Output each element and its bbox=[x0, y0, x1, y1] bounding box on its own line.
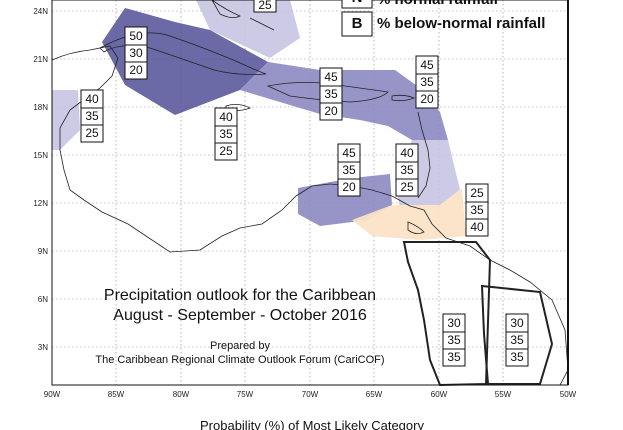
prob-box-hispaniola: 45 35 20 bbox=[319, 67, 343, 121]
legend-n-text: % normal rainfall bbox=[377, 0, 498, 8]
prob-value: 35 bbox=[324, 87, 338, 101]
region-suriname bbox=[480, 284, 554, 385]
prob-value: 30 bbox=[129, 46, 143, 60]
lon-label: 55W bbox=[495, 390, 512, 399]
prob-value: 45 bbox=[342, 146, 356, 160]
longitude-axis: 90W 85W 80W 75W 70W 65W 60W 55W 50W bbox=[44, 390, 577, 399]
prob-value: 40 bbox=[85, 92, 99, 106]
prob-box-bahamas: 25 bbox=[253, 0, 277, 13]
lat-label: 6N bbox=[38, 295, 48, 304]
prob-value: 30 bbox=[447, 316, 461, 330]
prob-value: 35 bbox=[342, 163, 356, 177]
prob-value: 20 bbox=[129, 63, 143, 77]
lat-label: 21N bbox=[33, 55, 48, 64]
latitude-axis: 24N 21N 18N 15N 12N 9N 6N 3N bbox=[33, 7, 48, 352]
organization: The Caribbean Regional Climate Outlook F… bbox=[95, 354, 384, 366]
prob-value: 35 bbox=[447, 333, 461, 347]
prob-value: 35 bbox=[420, 75, 434, 89]
prob-value: 35 bbox=[510, 333, 524, 347]
lat-label: 24N bbox=[33, 7, 48, 16]
region-guyana bbox=[402, 241, 492, 387]
region-greater-antilles bbox=[240, 62, 448, 140]
prob-value: 40 bbox=[470, 220, 484, 234]
prob-value: 25 bbox=[219, 144, 233, 158]
prob-box-abc: 45 35 20 bbox=[337, 143, 361, 197]
prob-box-windward: 40 35 25 bbox=[395, 143, 419, 197]
prob-value: 35 bbox=[447, 350, 461, 364]
prob-box-guyana: 30 35 35 bbox=[442, 313, 466, 367]
probability-caption: Probability (%) of Most Likely Category bbox=[200, 418, 424, 430]
prob-value: 20 bbox=[324, 104, 338, 118]
legend: N % normal rainfall B % below-normal rai… bbox=[341, 0, 545, 37]
region-bahamas bbox=[196, 0, 300, 58]
lon-label: 70W bbox=[302, 390, 319, 399]
lon-label: 65W bbox=[366, 390, 383, 399]
probability-boxes: 25 50 30 20 40 35 25 40 35 25 bbox=[80, 0, 529, 367]
title-block: Precipitation outlook for the Caribbean … bbox=[95, 287, 384, 366]
prob-value: 20 bbox=[342, 180, 356, 194]
lon-label: 85W bbox=[108, 390, 125, 399]
prob-box-trinidad: 25 35 40 bbox=[465, 183, 489, 237]
prob-box-suriname: 30 35 35 bbox=[505, 313, 529, 367]
prob-value: 20 bbox=[420, 92, 434, 106]
prob-value: 25 bbox=[470, 186, 484, 200]
lat-label: 3N bbox=[38, 343, 48, 352]
lon-label: 90W bbox=[44, 390, 61, 399]
lat-label: 9N bbox=[38, 247, 48, 256]
region-trinidad bbox=[352, 188, 466, 240]
prob-value: 30 bbox=[510, 316, 524, 330]
prob-value: 50 bbox=[129, 29, 143, 43]
prob-value: 35 bbox=[470, 203, 484, 217]
legend-b-text: % below-normal rainfall bbox=[377, 15, 545, 32]
prob-box-jamaica: 40 35 25 bbox=[214, 107, 238, 161]
prob-value: 40 bbox=[219, 110, 233, 124]
prob-value: 45 bbox=[420, 58, 434, 72]
legend-n-key: N bbox=[352, 0, 363, 6]
map-subtitle: August - September - October 2016 bbox=[113, 307, 367, 324]
prob-box-belize: 40 35 25 bbox=[80, 89, 104, 143]
map-title: Precipitation outlook for the Caribbean bbox=[104, 287, 376, 304]
prob-value: 45 bbox=[324, 70, 338, 84]
prob-value: 35 bbox=[85, 109, 99, 123]
lon-label: 80W bbox=[173, 390, 190, 399]
lon-label: 60W bbox=[431, 390, 448, 399]
lat-label: 18N bbox=[33, 103, 48, 112]
legend-b-key: B bbox=[352, 15, 363, 32]
prob-value: 40 bbox=[400, 146, 414, 160]
lat-label: 12N bbox=[33, 199, 48, 208]
lon-label: 50W bbox=[560, 390, 577, 399]
prob-value: 35 bbox=[219, 127, 233, 141]
lon-label: 75W bbox=[237, 390, 254, 399]
region-abc bbox=[298, 174, 392, 226]
prob-value: 25 bbox=[400, 180, 414, 194]
guianas-outlines bbox=[402, 241, 554, 387]
prob-value: 25 bbox=[258, 0, 272, 12]
legend-b-box bbox=[341, 11, 373, 37]
region-belize bbox=[52, 90, 80, 150]
prob-value: 35 bbox=[510, 350, 524, 364]
legend-n-box bbox=[341, 0, 373, 9]
prepared-by: Prepared by bbox=[210, 340, 270, 352]
prob-value: 35 bbox=[400, 163, 414, 177]
prob-box-cuba: 50 30 20 bbox=[124, 26, 148, 80]
prob-value: 25 bbox=[85, 126, 99, 140]
lat-label: 15N bbox=[33, 151, 48, 160]
prob-box-leeward: 45 35 20 bbox=[415, 55, 439, 109]
